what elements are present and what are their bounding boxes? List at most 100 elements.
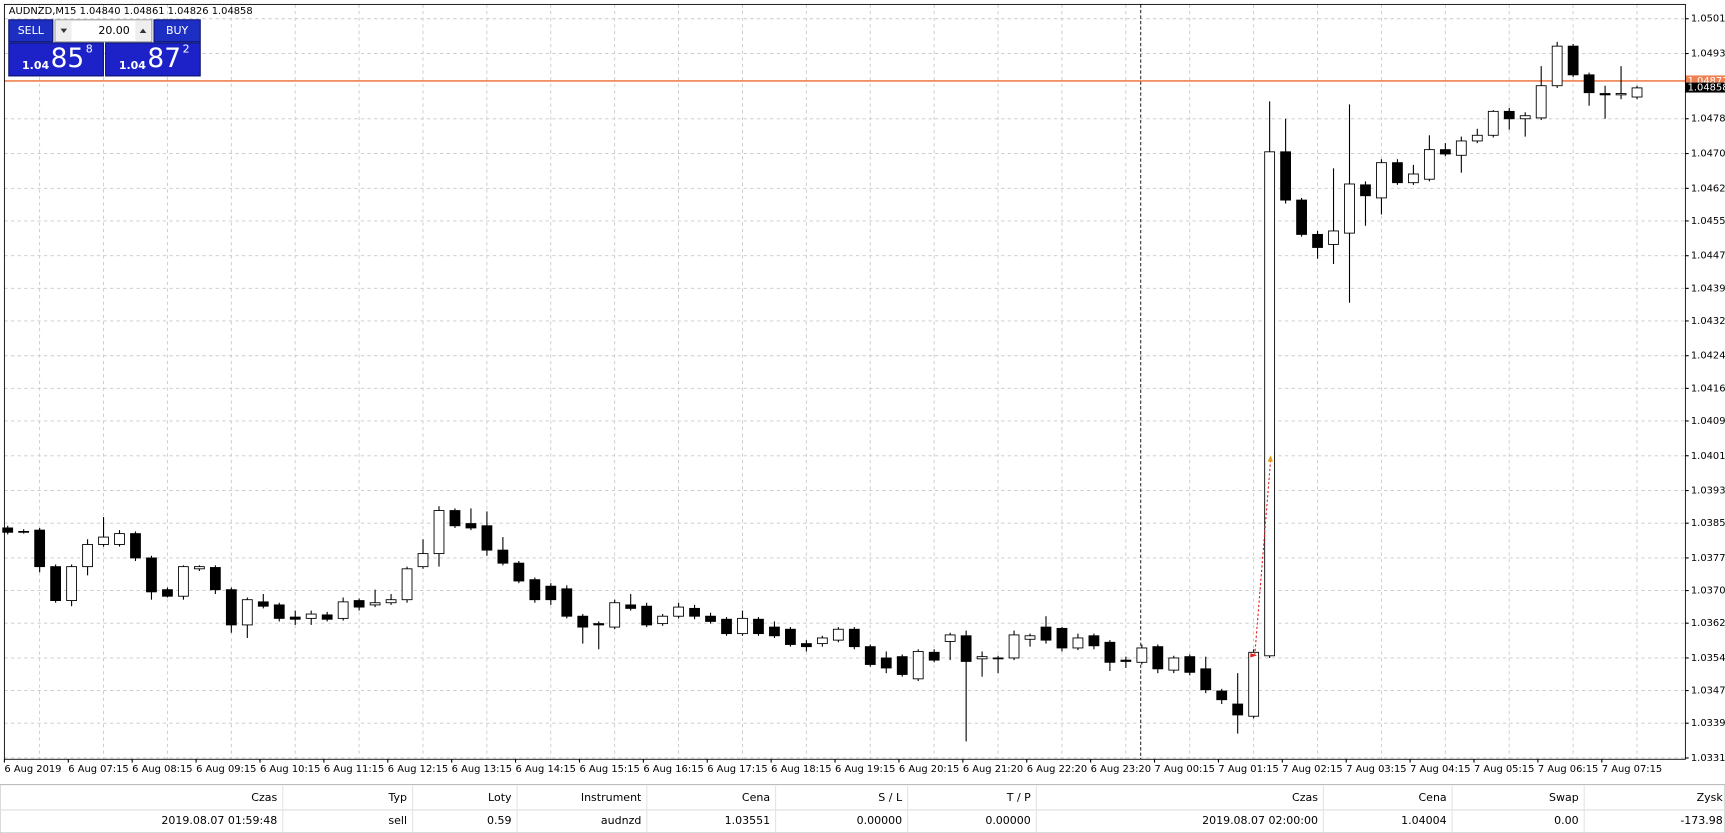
candle-body — [880, 657, 892, 669]
candle-body — [1008, 634, 1020, 659]
candle-body — [1072, 637, 1084, 649]
sell-price-big: 1.04 — [22, 59, 49, 72]
column-header: T / P — [1006, 791, 1031, 804]
table-cell: 0.00000 — [985, 814, 1030, 827]
candle-body — [1519, 115, 1531, 120]
column-header: Typ — [388, 791, 408, 804]
x-tick-label: 6 Aug 17:15 — [707, 764, 767, 775]
candle-body — [433, 510, 445, 555]
candle-body — [705, 615, 716, 622]
ask-tag — [1685, 75, 1725, 86]
candle-body — [1152, 646, 1164, 670]
y-tick-label: 1.04550 — [1691, 216, 1725, 227]
buy-price-box[interactable] — [105, 42, 201, 77]
y-tick-label: 1.04785 — [1691, 114, 1725, 125]
candle-body — [1056, 627, 1068, 649]
x-tick-label: 7 Aug 00:15 — [1155, 764, 1215, 775]
trade-open-marker — [1250, 653, 1257, 658]
candle-body — [769, 626, 780, 637]
candle-body — [1168, 657, 1180, 671]
y-tick-label: 1.04090 — [1691, 416, 1725, 427]
candle-body — [98, 536, 109, 545]
candle-body — [832, 628, 844, 641]
buy-price-small: 2 — [183, 43, 190, 56]
table-cell: 0.00000 — [857, 814, 902, 827]
x-tick-label: 6 Aug 18:15 — [771, 764, 831, 775]
sell-price-main: 85 — [51, 43, 85, 74]
sell-price-box[interactable] — [8, 42, 104, 77]
y-tick-label: 1.04470 — [1691, 251, 1725, 262]
y-tick-label: 1.04240 — [1691, 351, 1725, 362]
candle-body — [1360, 184, 1371, 197]
up-arrow — [139, 28, 147, 34]
candle-body — [1120, 659, 1132, 662]
lots-field[interactable] — [54, 19, 153, 43]
candle-body — [273, 604, 285, 619]
column-header: Swap — [1549, 791, 1579, 804]
one-click-panel: SELL 20.00 BUY 1.04 85 8 1.04 87 2 — [8, 19, 201, 77]
x-tick-label: 6 Aug 16:15 — [643, 764, 703, 775]
candle-body — [1296, 199, 1307, 235]
candle-body — [193, 566, 205, 570]
y-tick-label: 1.04625 — [1691, 183, 1725, 194]
plot-frame — [3, 3, 1686, 760]
candle-body — [816, 637, 828, 645]
x-tick-label: 6 Aug 14:15 — [516, 764, 576, 775]
x-tick-label: 6 Aug 20:15 — [899, 764, 959, 775]
y-tick-label: 1.0347 — [1691, 686, 1725, 697]
y-tick-label: 1.04165 — [1691, 383, 1725, 394]
y-tick-label: 1.04320 — [1691, 316, 1725, 327]
candle-body — [1615, 93, 1627, 96]
table-cell: 0.59 — [487, 814, 511, 827]
table-cell: -173.98 — [1680, 814, 1722, 827]
x-tick-label: 6 Aug 11:15 — [324, 764, 384, 775]
sell-price-small: 8 — [86, 43, 93, 56]
trade-line — [1254, 458, 1272, 656]
x-tick-label: 6 Aug 08:15 — [132, 764, 192, 775]
candle-body — [1136, 647, 1148, 663]
candle-body — [1024, 635, 1036, 640]
candle-body — [785, 628, 796, 645]
x-tick-label: 6 Aug 10:15 — [260, 764, 320, 775]
bid-tag — [1685, 82, 1725, 93]
y-tick-label: 1.03775 — [1691, 553, 1725, 564]
candle-body — [529, 579, 541, 601]
candle-body — [657, 615, 669, 625]
candle-body — [1392, 162, 1403, 184]
candle-body — [18, 530, 30, 533]
x-tick-label: 6 Aug 22:20 — [1027, 764, 1087, 775]
chart: 1.05015 1.04935 1.04785 1.04705 1.04625 1.045… — [2, 4, 1725, 775]
x-tick-label: 6 Aug 13:15 — [452, 764, 512, 775]
candle-body — [353, 600, 365, 608]
table-cell: sell — [388, 814, 407, 827]
candle-body — [130, 533, 141, 559]
candle-body — [1583, 74, 1595, 94]
y-tick-label: 1.03700 — [1691, 586, 1725, 597]
candle-body — [114, 533, 125, 545]
sell-button[interactable] — [8, 19, 54, 43]
x-tick-label: 6 Aug 09:15 — [196, 764, 256, 775]
x-tick-label: 6 Aug 23:20 — [1091, 764, 1151, 775]
candle-body — [1248, 651, 1260, 717]
candle-body — [673, 606, 684, 617]
candle-body — [2, 527, 14, 533]
candle-body — [1599, 93, 1611, 96]
candle-body — [1264, 151, 1276, 657]
candle-body — [178, 566, 189, 597]
y-tick-label: 1.05015 — [1691, 14, 1725, 25]
candle-body — [1280, 151, 1291, 201]
y-tick-label: 1.03855 — [1691, 518, 1725, 529]
candle-body — [864, 646, 876, 665]
candle-body — [609, 602, 621, 628]
candle-body — [641, 605, 653, 626]
buy-button[interactable] — [153, 19, 201, 43]
buy-label: BUY — [166, 24, 189, 37]
column-header: Instrument — [581, 791, 642, 804]
down-arrow — [60, 28, 68, 34]
bid-label: 1.04858 — [1688, 83, 1725, 94]
candle-body — [82, 544, 93, 568]
y-tick-label: 1.04395 — [1691, 283, 1725, 294]
candle-body — [34, 529, 46, 568]
candle-body — [50, 566, 62, 601]
